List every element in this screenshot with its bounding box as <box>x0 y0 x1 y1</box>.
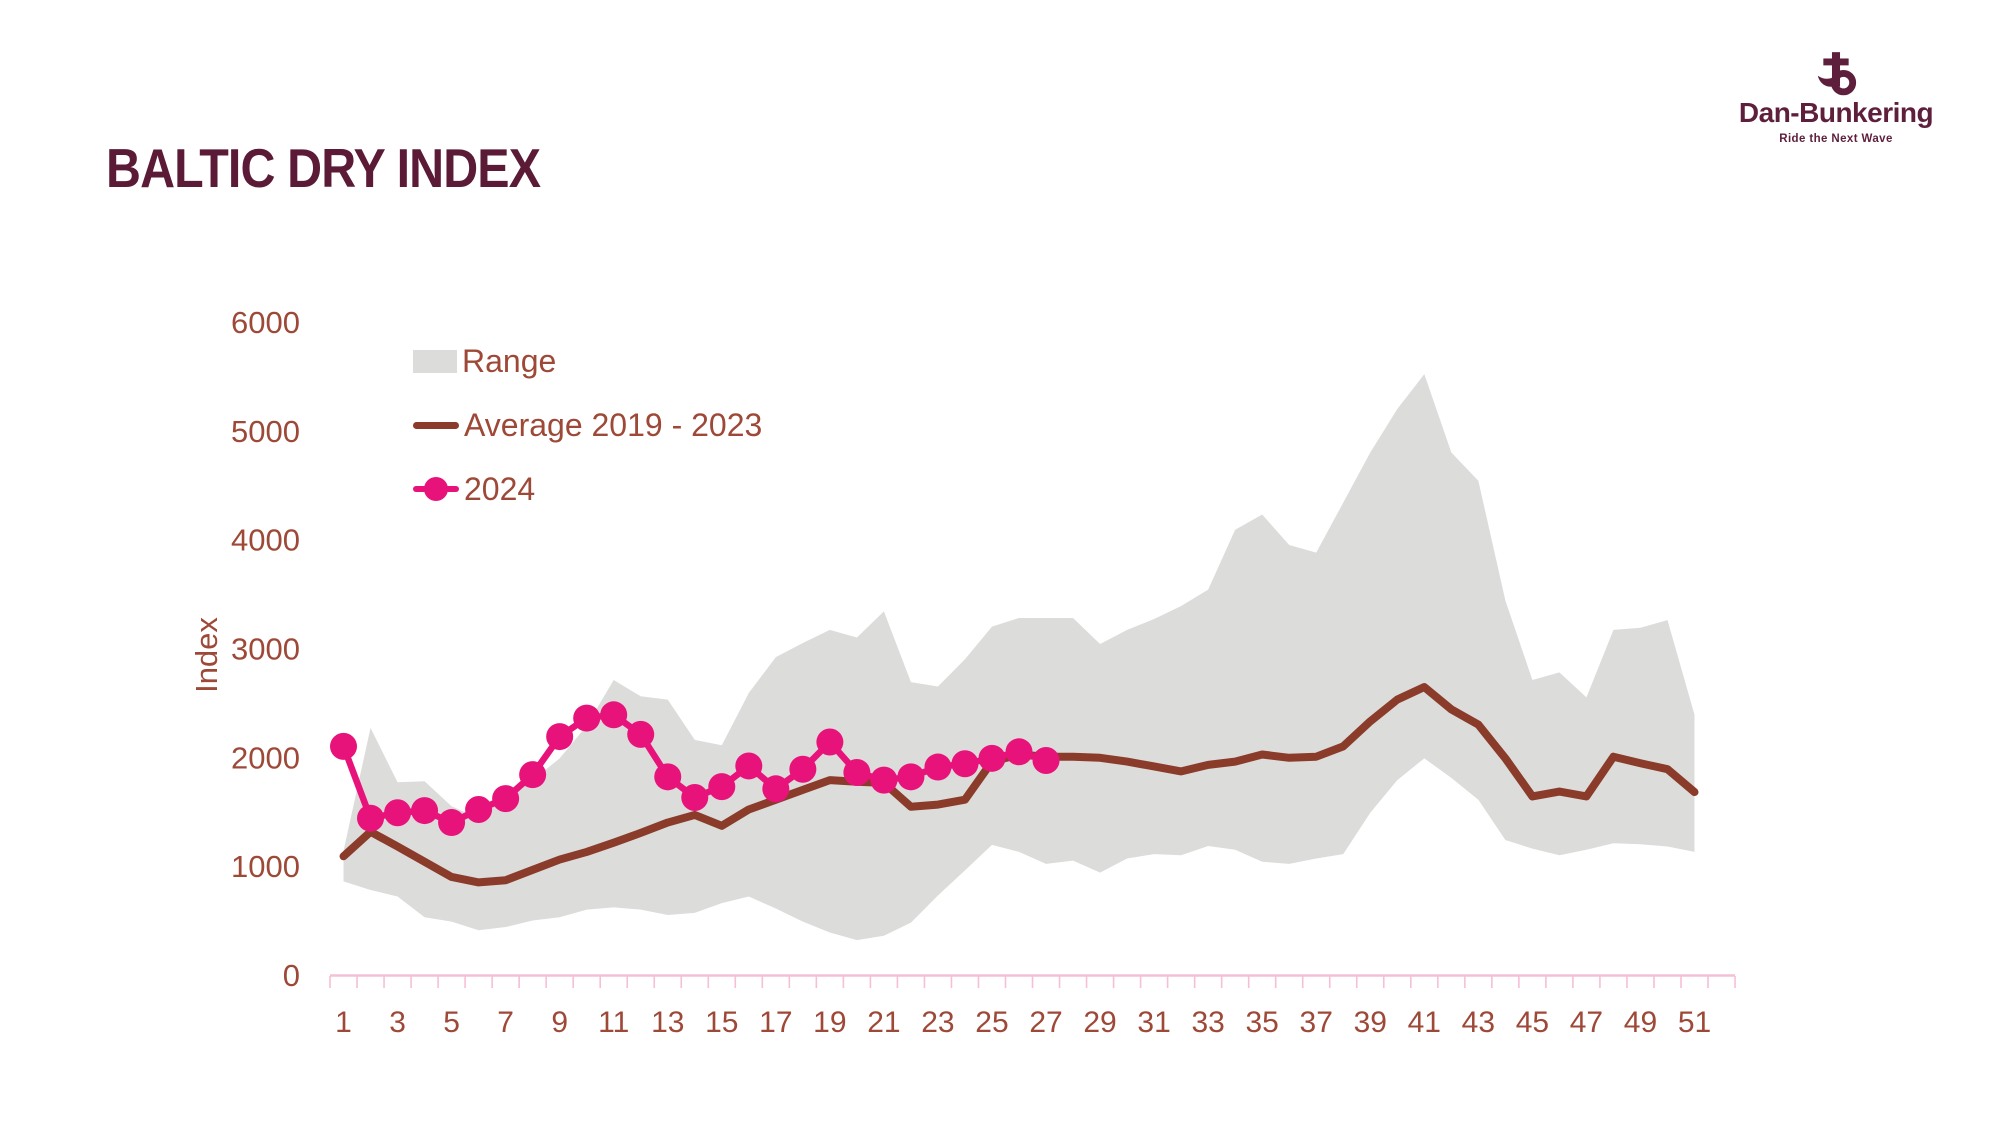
x-tick-label: 17 <box>759 1006 792 1039</box>
dan-bunkering-logo: Dan-Bunkering Ride the Next Wave <box>1738 52 1934 145</box>
y-tick-label: 2000 <box>231 740 300 775</box>
y-tick-label: 1000 <box>231 849 300 884</box>
x-tick-label: 29 <box>1083 1006 1116 1039</box>
legend-item-average: Average 2019 - 2023 <box>413 406 763 443</box>
range-band <box>343 374 1695 941</box>
y-axis-title: Index <box>189 617 224 693</box>
2024-marker <box>843 758 871 786</box>
y-tick-label: 4000 <box>231 523 300 558</box>
x-tick-label: 31 <box>1137 1006 1170 1039</box>
2024-marker <box>384 799 412 827</box>
2024-marker <box>789 755 817 783</box>
range-swatch <box>413 349 457 373</box>
2024-marker <box>1032 747 1060 775</box>
x-tick-label: 33 <box>1191 1006 1224 1039</box>
2024-marker <box>735 752 763 780</box>
2024-marker <box>951 750 979 778</box>
logo-brand-text: Dan-Bunkering <box>1738 97 1934 128</box>
2024-marker <box>573 704 601 732</box>
2024-marker <box>681 784 709 812</box>
y-tick-label: 3000 <box>231 632 300 667</box>
x-tick-label: 47 <box>1570 1006 1603 1039</box>
x-tick-label: 41 <box>1408 1006 1441 1039</box>
2024-marker <box>762 775 790 803</box>
2024-dot-icon <box>424 477 448 501</box>
legend-range-label: Range <box>462 342 557 379</box>
x-tick-label: 45 <box>1516 1006 1549 1039</box>
x-tick-label: 3 <box>389 1006 406 1039</box>
x-tick-label: 21 <box>867 1006 900 1039</box>
legend-2024-label: 2024 <box>464 470 536 507</box>
average-line-swatch <box>413 421 459 429</box>
chart-legend: Range Average 2019 - 2023 2024 <box>413 342 763 536</box>
x-tick-label: 9 <box>551 1006 568 1039</box>
2024-marker <box>870 766 898 794</box>
x-tick-label: 27 <box>1029 1006 1062 1039</box>
2024-marker <box>924 753 952 781</box>
2024-marker <box>546 723 574 751</box>
2024-marker <box>1005 738 1033 766</box>
x-tick-label: 11 <box>598 1006 629 1039</box>
x-tick-label: 19 <box>813 1006 846 1039</box>
x-tick-label: 37 <box>1300 1006 1333 1039</box>
2024-marker <box>438 809 466 837</box>
x-tick-label: 43 <box>1462 1006 1495 1039</box>
legend-item-2024: 2024 <box>413 470 762 507</box>
2024-marker <box>897 763 925 791</box>
2024-marker <box>627 720 655 748</box>
2024-marker <box>492 785 520 813</box>
2024-marker <box>600 701 628 729</box>
2024-marker-swatch <box>413 477 459 501</box>
x-tick-label: 7 <box>497 1006 514 1039</box>
y-tick-label: 0 <box>283 958 300 993</box>
legend-average-label: Average 2019 - 2023 <box>464 406 763 443</box>
x-tick-label: 39 <box>1354 1006 1387 1039</box>
page-title: BALTIC DRY INDEX <box>106 137 541 199</box>
x-tick-label: 23 <box>921 1006 954 1039</box>
anchor-icon <box>1817 52 1857 96</box>
2024-marker <box>357 804 385 832</box>
2024-marker <box>519 761 547 789</box>
2024-marker <box>654 763 682 791</box>
x-tick-label: 35 <box>1246 1006 1279 1039</box>
x-tick-label: 25 <box>975 1006 1008 1039</box>
x-tick-label: 15 <box>705 1006 738 1039</box>
2024-marker <box>816 728 844 756</box>
x-tick-label: 1 <box>335 1006 352 1039</box>
x-tick-label: 13 <box>651 1006 684 1039</box>
legend-item-range: Range <box>413 342 762 379</box>
y-tick-label: 5000 <box>231 414 300 449</box>
2024-marker <box>978 744 1006 772</box>
y-tick-label: 6000 <box>231 305 300 340</box>
2024-marker <box>411 797 439 825</box>
2024-marker <box>708 773 736 801</box>
x-tick-label: 5 <box>443 1006 460 1039</box>
2024-marker <box>465 795 493 823</box>
logo-tagline: Ride the Next Wave <box>1779 133 1893 145</box>
x-tick-label: 49 <box>1624 1006 1657 1039</box>
2024-marker <box>330 732 358 760</box>
x-tick-label: 51 <box>1678 1006 1711 1039</box>
